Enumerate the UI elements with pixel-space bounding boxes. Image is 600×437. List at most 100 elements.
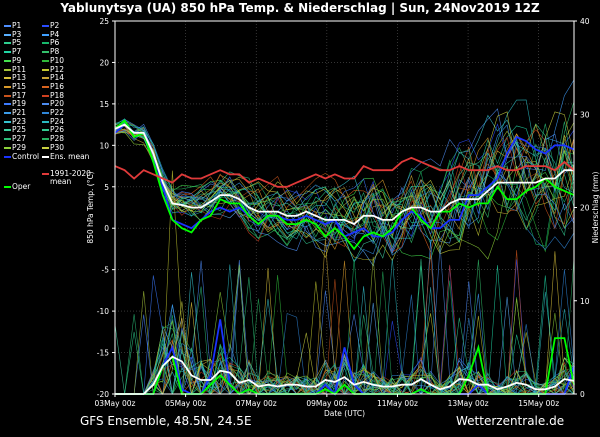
x-tick-label: 09May 00z [306, 399, 347, 408]
legend-label: P26 [50, 125, 65, 135]
legend-swatch [4, 94, 11, 97]
y-tick-label-right: 20 [580, 204, 590, 213]
footer-source: GFS Ensemble, 48.5N, 24.5E [80, 414, 252, 428]
ensemble-member-temp-line [114, 119, 575, 247]
series-precip-ens-mean [115, 355, 575, 395]
legend-label: Oper [12, 181, 31, 191]
y-tick-label-left: 15 [99, 100, 109, 109]
x-tick-label: 05May 00z [165, 399, 206, 408]
legend-label: P21 [12, 108, 27, 117]
ensemble-member-temp-line [114, 114, 575, 239]
legend-swatch [4, 103, 11, 106]
legend-swatch [42, 112, 49, 114]
legend-swatch [4, 185, 11, 188]
legend-label: Control [12, 151, 40, 161]
ensemble-member-temp-line [114, 111, 575, 230]
y-tick-label-right: 40 [580, 17, 590, 26]
legend-swatch [42, 59, 49, 62]
y-tick-label-left: 5 [104, 183, 109, 192]
legend-label: P2 [50, 21, 60, 30]
legend-swatch [42, 103, 49, 106]
legend-swatch [4, 42, 11, 45]
legend-label: P6 [50, 38, 60, 48]
ensemble-member-temp-line [115, 123, 575, 250]
series-temp-oper [114, 119, 575, 251]
y-tick-label-left: 0 [104, 224, 109, 233]
y-axis-label-right: Niederschlag (mm) [591, 172, 600, 244]
x-tick-label: 11May 00z [377, 399, 418, 408]
legend-swatch [4, 146, 11, 149]
y-axis-label-left: 850 hPa Temp. (°C) [86, 171, 95, 243]
x-tick-label: 15May 00z [518, 399, 559, 408]
legend-swatch [4, 51, 11, 54]
legend-swatch [42, 94, 49, 97]
y-tick-label-left: -5 [102, 266, 110, 275]
legend-swatch [42, 42, 49, 45]
legend-swatch [4, 77, 11, 80]
legend-label: P8 [50, 47, 60, 57]
legend-swatch [4, 59, 11, 62]
y-tick-label-left: -20 [97, 390, 109, 399]
legend-label: 1991-2020 mean [50, 168, 91, 186]
legend-swatch [42, 77, 49, 80]
x-tick-label: 03May 00z [95, 399, 136, 408]
legend-label: P18 [50, 90, 65, 100]
legend-label: P29 [12, 142, 27, 152]
legend-label: P17 [12, 90, 27, 100]
legend-swatch [42, 120, 49, 123]
legend-swatch [42, 85, 49, 88]
x-tick-label: 07May 00z [236, 399, 277, 408]
legend-label: P19 [12, 99, 27, 109]
legend-label: P28 [50, 134, 65, 144]
highlighted-series [114, 119, 575, 396]
legend-swatch [42, 138, 49, 141]
legend-swatch [42, 146, 49, 149]
legend-swatch [4, 25, 11, 27]
legend-label: P15 [12, 81, 27, 91]
legend-swatch [4, 138, 11, 141]
legend-swatch [4, 120, 11, 123]
legend-label: P10 [50, 55, 65, 65]
legend-swatch [42, 51, 49, 54]
legend-label: P16 [50, 81, 65, 91]
y-tick-label-right: 30 [580, 110, 590, 119]
y-tick-label-left: -10 [97, 307, 109, 316]
legend-label: P7 [12, 47, 22, 57]
legend-swatch [42, 33, 49, 36]
ensemble-member-temp-line [114, 131, 575, 260]
legend-label: P3 [12, 29, 22, 39]
legend-swatch [4, 112, 11, 114]
legend-label: P27 [12, 134, 27, 144]
ensemble-member-temp-line [114, 121, 575, 230]
legend-label: P4 [50, 29, 60, 39]
legend-label: P14 [50, 73, 65, 83]
y-tick-label-right: 10 [580, 297, 590, 306]
legend-swatch [42, 25, 49, 27]
y-tick-label-right: 0 [580, 390, 585, 399]
legend-label: P12 [50, 64, 65, 74]
legend-swatch [42, 172, 49, 175]
y-tick-label-left: -15 [97, 349, 109, 358]
legend-label: P11 [12, 64, 27, 74]
legend-swatch [4, 33, 11, 36]
legend-swatch [42, 129, 49, 132]
legend-label: P5 [12, 38, 22, 48]
legend-label: P13 [12, 73, 27, 83]
chart-title: Yablunytsya (UA) 850 hPa Temp. & Nieders… [60, 1, 540, 15]
x-axis-label: Date (UTC) [324, 409, 365, 418]
y-tick-label-left: 25 [99, 17, 109, 26]
legend-swatch [42, 155, 49, 158]
legend-label: P30 [50, 142, 65, 152]
legend-swatch [4, 85, 11, 88]
legend-label: P24 [50, 116, 65, 126]
legend-label: P9 [12, 55, 22, 65]
footer-credit: Wetterzentrale.de [456, 414, 565, 428]
y-tick-label-left: 10 [99, 141, 109, 150]
legend-label: P1 [12, 21, 22, 30]
legend-label: P25 [12, 125, 27, 135]
legend-swatch [4, 129, 11, 132]
series-temp-1991-2020-mean [114, 156, 575, 188]
legend-swatch [4, 68, 11, 71]
legend-label: P20 [50, 99, 65, 109]
